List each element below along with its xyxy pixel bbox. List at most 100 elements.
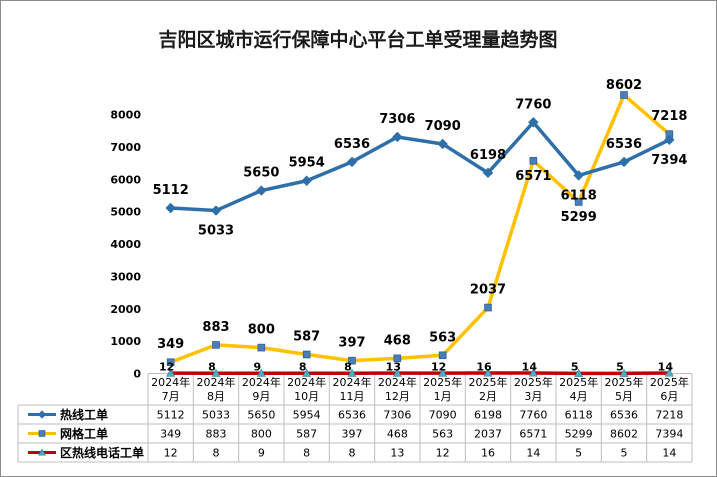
table-cell-value: 6198 — [474, 409, 502, 422]
table-cell-value: 12 — [164, 447, 178, 460]
data-point — [256, 368, 266, 377]
table-cell-value: 5650 — [247, 409, 275, 422]
data-point — [619, 368, 629, 377]
data-label: 397 — [338, 336, 365, 351]
data-label: 6118 — [561, 188, 597, 203]
x-category-month: 1月 — [434, 390, 452, 403]
y-tick-label: 2000 — [110, 303, 141, 316]
data-label: 468 — [384, 333, 411, 348]
data-point — [437, 138, 448, 150]
x-category-month: 7月 — [162, 390, 180, 403]
table-cell-value: 8 — [303, 447, 310, 460]
data-point — [528, 368, 538, 377]
data-point — [664, 134, 675, 146]
table-cell-value: 349 — [160, 428, 181, 441]
data-label: 883 — [202, 320, 229, 335]
data-point — [664, 368, 674, 377]
legend-key-marker — [38, 430, 46, 437]
legend-series-name: 热线工单 — [60, 407, 108, 422]
table-cell-value: 5954 — [293, 409, 321, 422]
data-label: 7090 — [425, 119, 461, 134]
y-tick-label: 1000 — [110, 335, 141, 348]
data-point — [528, 117, 539, 128]
data-point — [302, 350, 311, 359]
y-tick-label: 0 — [133, 368, 141, 381]
table-cell-value: 14 — [526, 447, 540, 460]
legend-key-marker — [37, 410, 47, 419]
x-category-month: 12月 — [385, 390, 410, 403]
data-label: 7760 — [515, 97, 551, 112]
table-cell-value: 7394 — [655, 428, 683, 441]
data-point — [574, 368, 584, 377]
data-point — [212, 341, 220, 349]
x-category-month: 5月 — [615, 390, 633, 403]
data-label: 5112 — [153, 183, 189, 198]
x-category-month: 8月 — [207, 390, 225, 403]
table-cell-value: 7218 — [655, 409, 683, 422]
data-label: 2037 — [470, 283, 506, 298]
x-category-year: 2024年 — [242, 375, 281, 389]
table-cell-value: 6571 — [519, 428, 547, 441]
data-point — [348, 356, 356, 365]
y-tick-label: 6000 — [110, 173, 141, 186]
y-tick-label: 3000 — [110, 270, 141, 283]
x-category-year: 2025年 — [650, 375, 689, 389]
x-category-month: 3月 — [524, 390, 542, 403]
data-point — [438, 368, 448, 377]
data-label: 5 — [571, 361, 579, 374]
data-label: 5299 — [561, 210, 597, 225]
data-label: 14 — [658, 361, 674, 374]
data-label: 587 — [293, 329, 320, 344]
table-cell-value: 6536 — [338, 409, 366, 422]
x-category-year: 2025年 — [423, 375, 462, 389]
data-label: 6536 — [334, 137, 370, 152]
data-point — [573, 170, 584, 181]
data-label: 5033 — [198, 224, 234, 239]
data-label: 7218 — [651, 109, 687, 124]
x-category-year: 2025年 — [469, 375, 508, 389]
table-cell-value: 5 — [575, 447, 582, 460]
table-cell-value: 800 — [251, 428, 272, 441]
table-cell-value: 8 — [349, 447, 356, 460]
x-category-year: 2024年 — [151, 375, 190, 389]
table-cell-value: 7306 — [383, 409, 411, 422]
table-cell-value: 6118 — [565, 409, 593, 422]
table-cell-value: 2037 — [474, 428, 502, 441]
table-cell-value: 468 — [387, 428, 408, 441]
legend-series-name: 区热线电话工单 — [60, 445, 144, 460]
data-point — [482, 167, 494, 179]
table-cell-value: 8602 — [610, 428, 638, 441]
data-label: 14 — [522, 361, 538, 374]
table-cell-value: 8 — [213, 447, 220, 460]
table-cell-value: 13 — [390, 447, 404, 460]
data-point — [393, 354, 402, 363]
y-tick-label: 8000 — [110, 109, 141, 122]
data-point — [574, 198, 583, 206]
data-label: 5650 — [243, 166, 279, 181]
data-label: 5 — [616, 361, 624, 374]
data-label: 9 — [254, 361, 262, 374]
data-point — [620, 91, 628, 99]
x-category-year: 2024年 — [197, 375, 236, 389]
x-category-month: 2月 — [479, 390, 497, 403]
y-tick-label: 4000 — [110, 238, 141, 251]
table-cell-value: 587 — [296, 428, 317, 441]
data-label: 563 — [429, 330, 456, 345]
data-label: 16 — [476, 361, 492, 374]
table-cell-value: 883 — [206, 428, 227, 441]
data-label: 6198 — [470, 148, 506, 163]
data-point — [301, 175, 312, 186]
data-point — [347, 368, 357, 377]
x-category-month: 6月 — [660, 390, 678, 403]
data-point — [257, 343, 266, 352]
data-point — [618, 156, 630, 168]
data-point — [392, 131, 403, 143]
x-category-year: 2025年 — [514, 375, 553, 389]
table-cell-value: 7090 — [429, 409, 457, 422]
x-category-year: 2024年 — [333, 375, 372, 389]
x-category-month: 10月 — [294, 390, 319, 403]
x-category-year: 2025年 — [559, 375, 598, 389]
table-cell-value: 6536 — [610, 409, 638, 422]
data-label: 8602 — [606, 78, 642, 93]
